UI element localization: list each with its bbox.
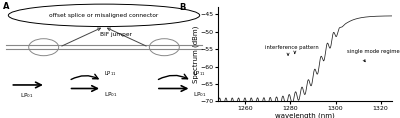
Text: LP$_{01}$: LP$_{01}$ [104,90,118,99]
Text: interference pattern: interference pattern [264,45,318,50]
Y-axis label: Spectrum (dBm): Spectrum (dBm) [193,26,199,83]
Text: LP$_{01}$: LP$_{01}$ [194,90,207,99]
Text: B: B [180,3,186,12]
Text: offset splice or misaligned connector: offset splice or misaligned connector [49,13,159,18]
Text: LP$_{01}$: LP$_{01}$ [20,91,34,100]
Text: LP$_{11}$: LP$_{11}$ [104,70,116,78]
Text: BIF jumper: BIF jumper [100,32,132,37]
Text: single mode regime: single mode regime [347,49,400,54]
Text: A: A [3,2,10,11]
Text: LP$_{11}$: LP$_{11}$ [194,70,206,78]
X-axis label: wavelength (nm): wavelength (nm) [275,112,335,118]
